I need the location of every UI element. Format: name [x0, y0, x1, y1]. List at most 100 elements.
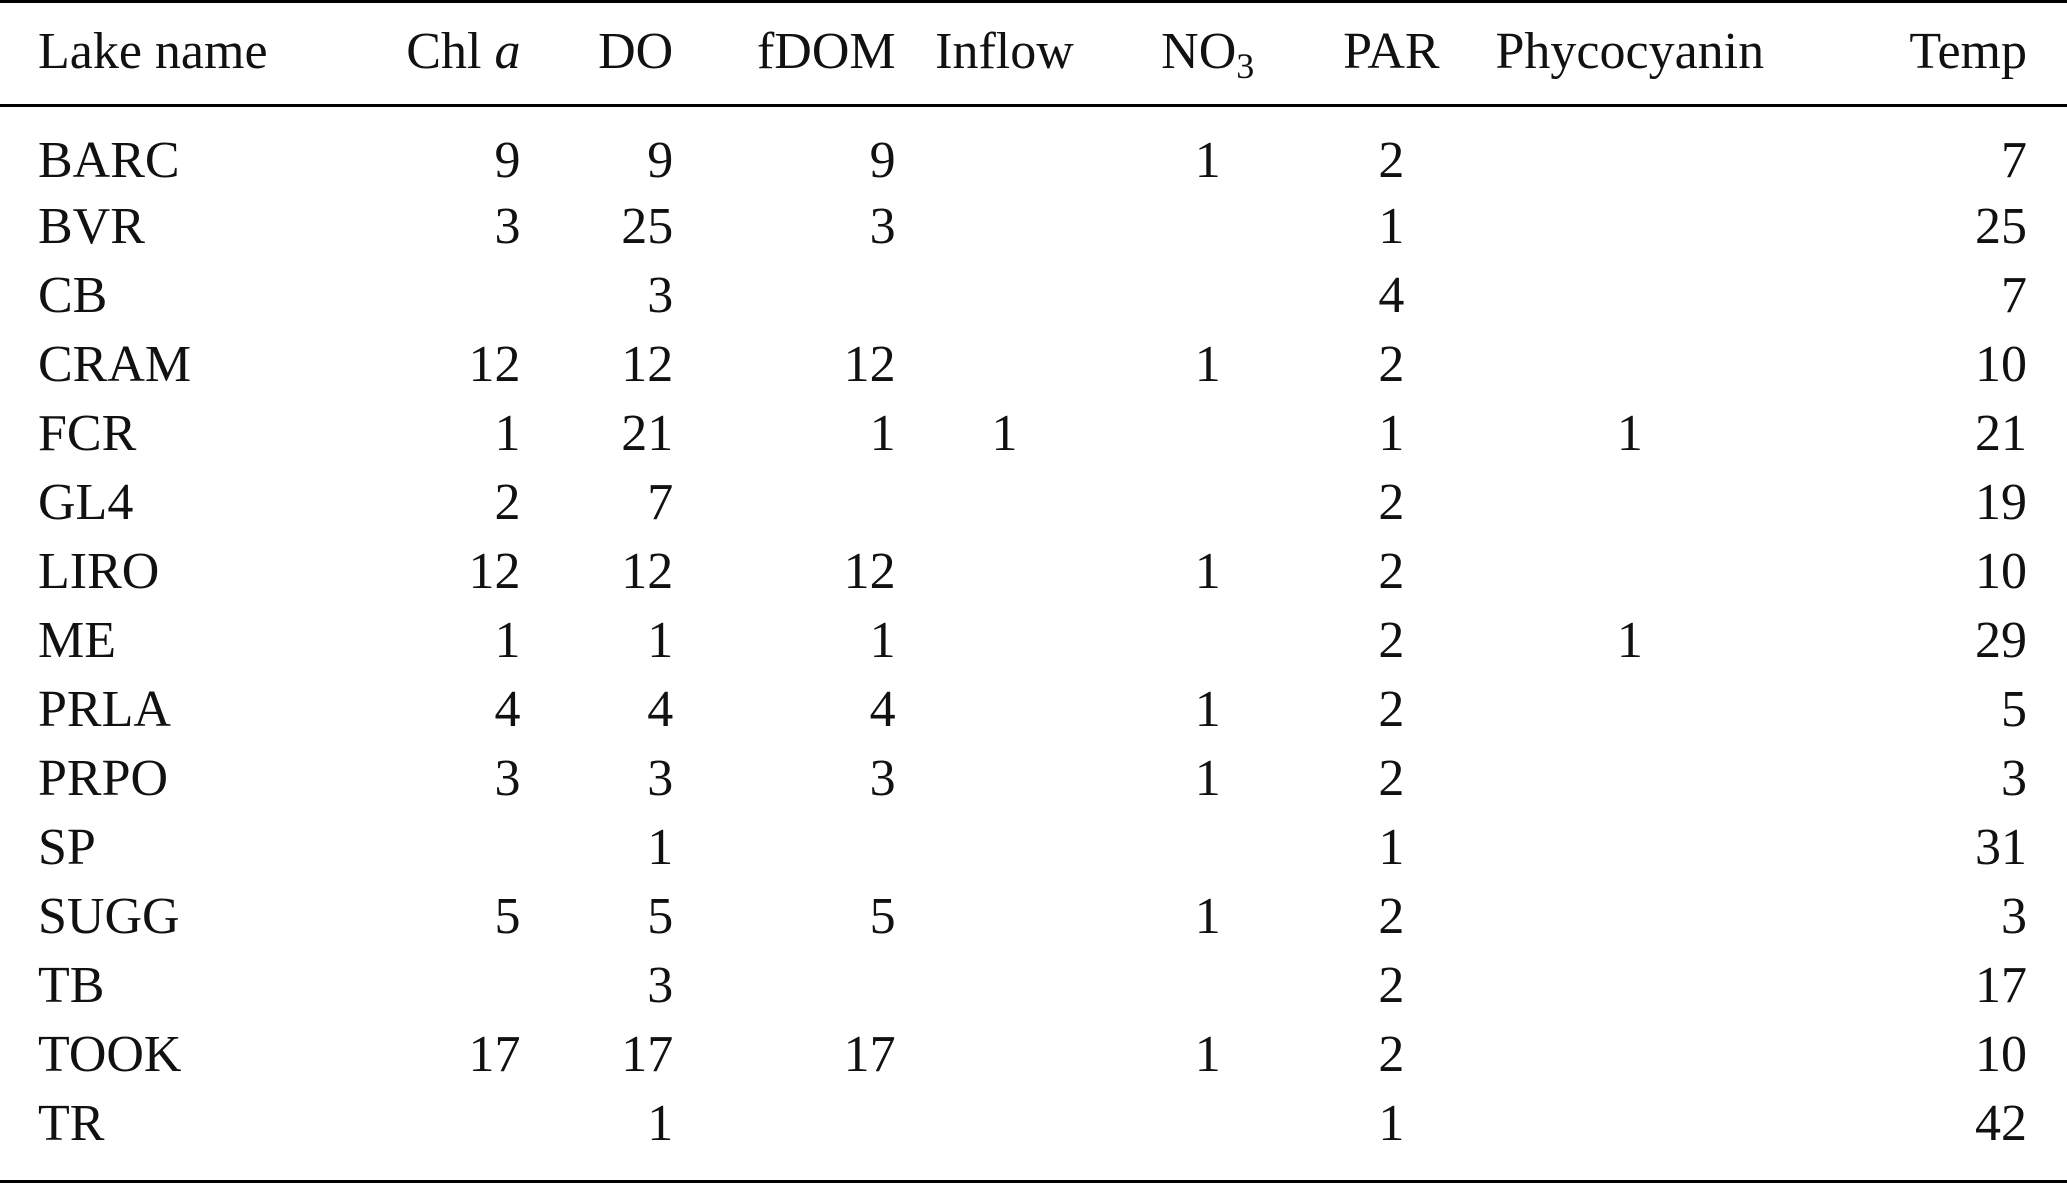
cell-no3: 1	[1194, 542, 1221, 600]
cell-chl: 1	[494, 404, 521, 462]
cell-lake: TOOK	[38, 1025, 182, 1083]
cell-inflow	[896, 951, 1114, 1020]
cell-do: 1	[647, 611, 674, 669]
cell-no3	[1113, 813, 1302, 882]
cell-do: 12	[621, 542, 674, 600]
cell-inflow	[896, 1089, 1114, 1158]
cell-chl	[372, 951, 520, 1020]
table-row: PRPO 3 3 3 1 2 3	[0, 744, 2067, 813]
cell-phycocyanin	[1481, 330, 1779, 399]
cell-do: 3	[647, 749, 674, 807]
cell-inflow	[896, 537, 1114, 606]
cell-no3	[1113, 261, 1302, 330]
cell-lake: TB	[38, 956, 105, 1014]
table-row: PRLA 4 4 4 1 2 5	[0, 675, 2067, 744]
cell-fdom	[673, 951, 895, 1020]
cell-lake: PRLA	[38, 680, 171, 738]
cell-inflow	[896, 606, 1114, 675]
cell-chl: 3	[494, 749, 521, 807]
cell-temp: 10	[1975, 335, 2027, 393]
cell-lake: PRPO	[38, 749, 169, 807]
cell-chl: 1	[494, 611, 521, 669]
cell-chl: 5	[494, 887, 521, 945]
cell-lake: SUGG	[38, 887, 180, 945]
cell-do: 1	[647, 818, 674, 876]
header-no3: NO3	[1113, 0, 1302, 104]
cell-phycocyanin: 1	[1616, 611, 1643, 669]
header-row: Lake name Chl a DO fDOM Inflow NO3 PAR P…	[0, 0, 2067, 104]
cell-do: 3	[647, 266, 674, 324]
cell-temp: 5	[2001, 680, 2027, 738]
cell-chl: 9	[494, 132, 521, 189]
cell-lake: BARC	[38, 132, 180, 189]
cell-fdom	[673, 1089, 895, 1158]
cell-chl: 12	[468, 542, 521, 600]
cell-temp: 19	[1975, 473, 2027, 531]
cell-par: 2	[1378, 473, 1405, 531]
cell-fdom	[673, 261, 895, 330]
header-chl-a: Chl a	[372, 0, 520, 104]
cell-lake: CB	[38, 266, 108, 324]
cell-chl	[372, 1089, 520, 1158]
cell-par: 1	[1378, 404, 1405, 462]
cell-inflow: 1	[991, 404, 1018, 462]
cell-no3: 1	[1194, 132, 1221, 189]
cell-fdom: 5	[869, 887, 896, 945]
cell-chl: 17	[468, 1025, 521, 1083]
cell-chl	[372, 813, 520, 882]
cell-no3	[1113, 399, 1302, 468]
cell-temp: 3	[2001, 887, 2027, 945]
cell-no3	[1113, 606, 1302, 675]
cell-chl: 4	[494, 680, 521, 738]
cell-do: 9	[647, 132, 674, 189]
table-row: BVR 3 25 3 1 25	[0, 192, 2067, 261]
table-row: TOOK 17 17 17 1 2 10	[0, 1020, 2067, 1089]
cell-no3	[1113, 951, 1302, 1020]
cell-temp: 3	[2001, 749, 2027, 807]
cell-do: 7	[647, 473, 674, 531]
cell-par: 1	[1378, 197, 1405, 255]
cell-no3: 1	[1194, 680, 1221, 738]
cell-no3	[1113, 468, 1302, 537]
header-no3-subscript: 3	[1236, 46, 1255, 86]
cell-temp: 31	[1975, 818, 2027, 876]
cell-inflow	[896, 192, 1114, 261]
cell-fdom: 3	[869, 749, 896, 807]
cell-fdom: 17	[843, 1025, 896, 1083]
cell-chl: 2	[494, 473, 521, 531]
cell-temp: 7	[2001, 266, 2027, 324]
cell-lake: CRAM	[38, 335, 192, 393]
cell-par: 2	[1378, 335, 1405, 393]
cell-temp: 10	[1975, 1025, 2027, 1083]
cell-do: 25	[621, 197, 674, 255]
cell-phycocyanin	[1481, 1089, 1779, 1158]
cell-do: 4	[647, 680, 674, 738]
cell-inflow	[896, 882, 1114, 951]
cell-par: 1	[1378, 1094, 1405, 1152]
cell-phycocyanin	[1481, 882, 1779, 951]
table-row: LIRO 12 12 12 1 2 10	[0, 537, 2067, 606]
cell-inflow	[896, 675, 1114, 744]
header-temp: Temp	[1909, 23, 2027, 80]
cell-no3: 1	[1194, 749, 1221, 807]
cell-fdom: 9	[869, 132, 896, 189]
cell-lake: LIRO	[38, 542, 160, 600]
cell-phycocyanin: 1	[1616, 404, 1643, 462]
cell-temp: 29	[1975, 611, 2027, 669]
cell-inflow	[896, 468, 1114, 537]
cell-do: 3	[647, 956, 674, 1014]
table-row: FCR 1 21 1 1 1 1 21	[0, 399, 2067, 468]
cell-par: 2	[1378, 680, 1405, 738]
cell-fdom: 1	[869, 404, 896, 462]
cell-inflow	[896, 330, 1114, 399]
cell-no3: 1	[1194, 335, 1221, 393]
cell-lake: GL4	[38, 473, 134, 531]
cell-par: 2	[1378, 749, 1405, 807]
cell-no3	[1113, 192, 1302, 261]
cell-inflow	[896, 813, 1114, 882]
cell-do: 1	[647, 1094, 674, 1152]
cell-phycocyanin	[1481, 261, 1779, 330]
cell-inflow	[896, 744, 1114, 813]
header-chl-text: Chl	[406, 23, 482, 80]
